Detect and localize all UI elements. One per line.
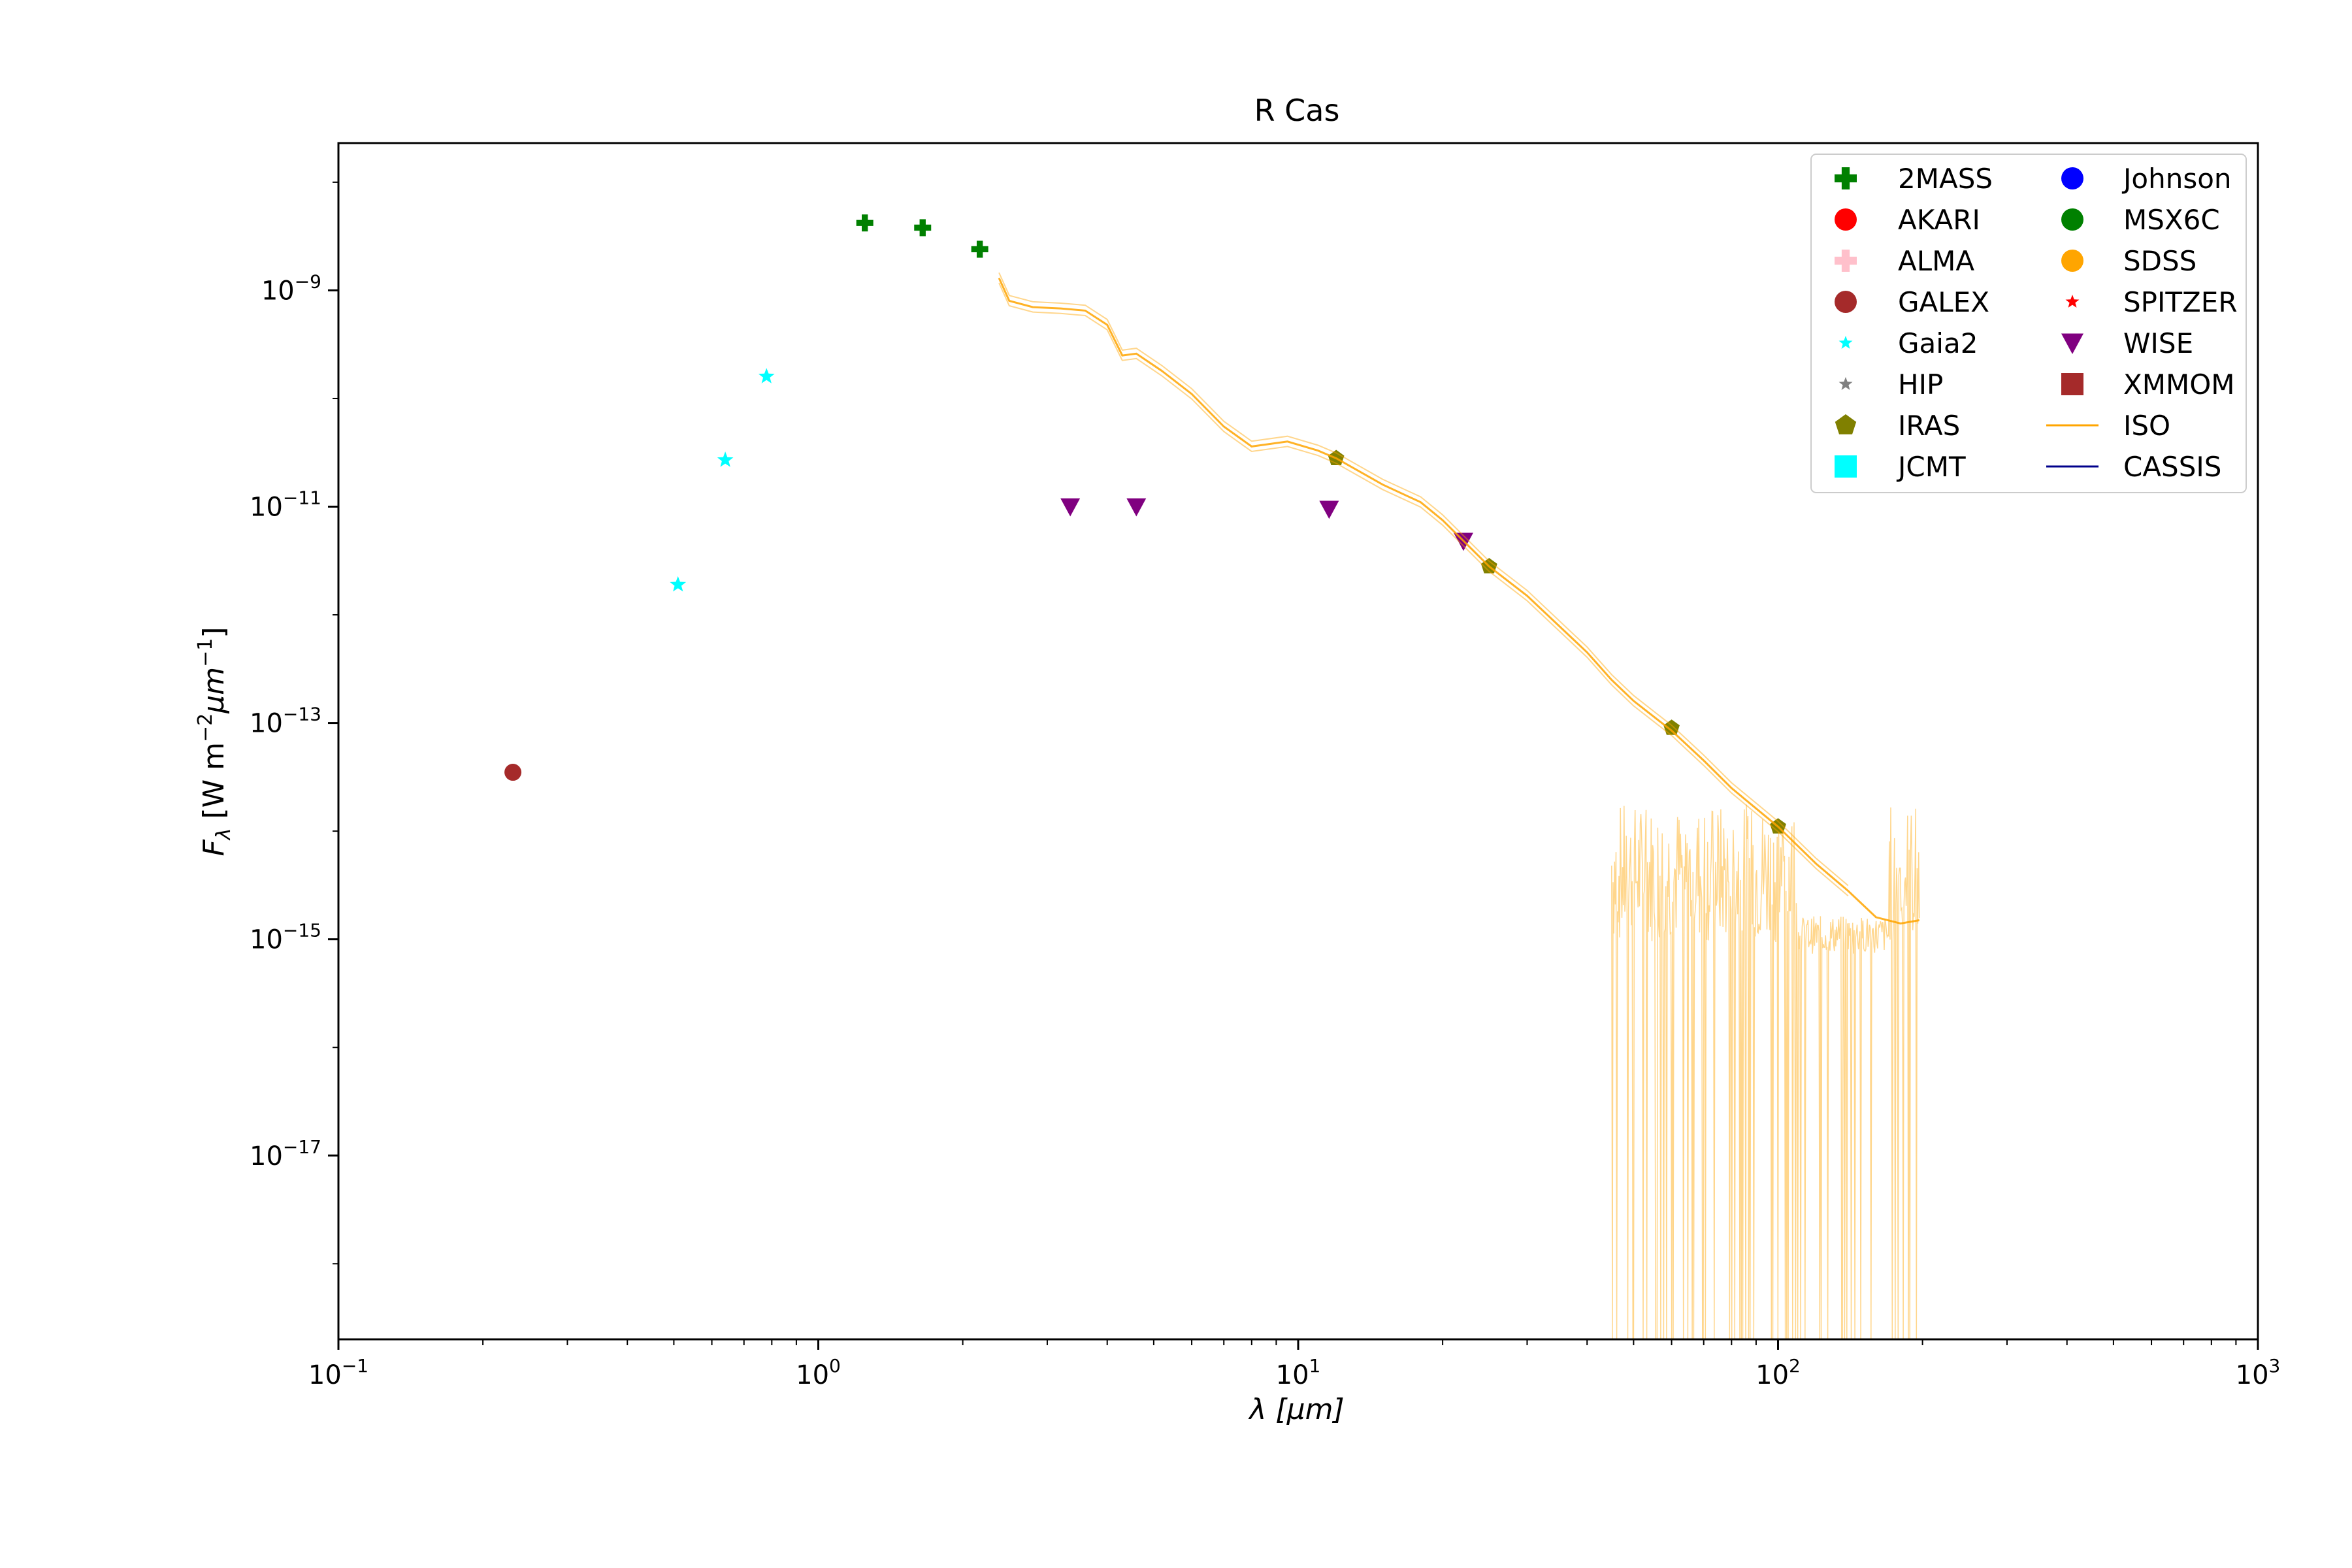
legend-item-2mass: 2MASS: [1835, 163, 1993, 195]
chart-title: R Cas: [1254, 93, 1340, 128]
legend-label: 2MASS: [1898, 163, 1993, 195]
x-tick-label: 102: [1756, 1355, 1801, 1390]
2mass-point: [856, 214, 874, 232]
legend-item-iras: IRAS: [1835, 410, 1960, 442]
legend-item-akari: AKARI: [1835, 204, 1980, 236]
legend-label: IRAS: [1898, 410, 1960, 442]
legend-item-alma: ALMA: [1835, 245, 1974, 277]
legend-item-sdss: SDSS: [2061, 245, 2197, 277]
wise-point: [1060, 498, 1081, 517]
legend-marker-2mass: [1835, 167, 1857, 189]
legend-marker-sdss: [2061, 250, 2083, 272]
iso-spectrum-line-offset-1: [998, 282, 1849, 896]
x-axis-label: λ [μm]: [1248, 1393, 1344, 1426]
legend-label: ISO: [2123, 410, 2170, 442]
y-axis-label: Fλ [W m−2μm−1]: [194, 627, 235, 856]
y-tick-label: 10−15: [250, 920, 321, 955]
legend-label: MSX6C: [2123, 204, 2220, 236]
legend-label: SPITZER: [2123, 286, 2238, 318]
iso-spectrum-noise: [1611, 804, 1920, 1340]
legend-label: Gaia2: [1898, 327, 1978, 359]
legend-item-spitzer: SPITZER: [2065, 286, 2238, 318]
legend-marker-galex: [1835, 291, 1857, 313]
legend-marker-wise: [2061, 333, 2083, 354]
legend-marker-xmmom: [2061, 373, 2083, 395]
legend-item-galex: GALEX: [1835, 286, 1989, 318]
x-tick-label: 101: [1276, 1355, 1321, 1390]
y-tick-label: 10−11: [250, 487, 321, 523]
legend-frame: [1810, 154, 2247, 493]
legend-item-johnson: Johnson: [2061, 163, 2232, 195]
iso-spectrum-line-offset-0: [998, 272, 1849, 887]
gaia2-point: [717, 451, 734, 467]
legend-marker-iras: [1835, 414, 1857, 434]
legend-marker-akari: [1835, 208, 1857, 231]
legend-item-msx6c: MSX6C: [2061, 204, 2220, 236]
legend-item-wise: WISE: [2061, 327, 2193, 359]
legend-label: JCMT: [1896, 451, 1966, 483]
wise-point: [1126, 498, 1147, 517]
galex-point: [504, 764, 522, 781]
legend-marker-johnson: [2061, 167, 2083, 189]
iso-spectrum-line: [998, 277, 1920, 925]
legend-item-xmmom: XMMOM: [2061, 368, 2235, 400]
legend-marker-hip: [1838, 377, 1853, 390]
y-tick-label: 10−13: [250, 704, 321, 739]
legend-label: CASSIS: [2123, 451, 2221, 483]
x-tick-label: 100: [796, 1355, 841, 1390]
legend-label: AKARI: [1898, 204, 1980, 236]
legend-label: WISE: [2123, 327, 2193, 359]
legend: 2MASS AKARI ALMA GALEX Gaia2 HIP IRAS JCMT Johns…: [1810, 154, 2247, 493]
legend-label: ALMA: [1898, 245, 1974, 277]
iras-point: [1663, 719, 1680, 735]
legend-marker-jcmt: [1835, 455, 1857, 478]
y-tick-label: 10−17: [250, 1136, 321, 1171]
legend-label: XMMOM: [2123, 368, 2235, 400]
legend-marker-alma: [1835, 250, 1857, 272]
legend-item-hip: HIP: [1838, 368, 1943, 400]
y-tick-label: 10−9: [261, 270, 321, 306]
legend-marker-msx6c: [2061, 208, 2083, 231]
2mass-point: [914, 219, 932, 237]
legend-item-gaia2: Gaia2: [1838, 327, 1978, 359]
legend-label: SDSS: [2123, 245, 2197, 277]
x-tick-label: 10−1: [308, 1355, 368, 1390]
plot-area: [504, 214, 1920, 1340]
legend-item-cassis: CASSIS: [2046, 451, 2221, 483]
y-axis: 10−9 10−11 10−13 10−15 10−17: [250, 181, 338, 1265]
x-tick-label: 103: [2236, 1355, 2281, 1390]
gaia2-point: [758, 368, 775, 384]
wise-point: [1319, 500, 1339, 519]
legend-item-iso: ISO: [2046, 410, 2170, 442]
legend-marker-spitzer: [2065, 295, 2080, 308]
legend-label: HIP: [1898, 368, 1943, 400]
x-axis: 10−1 100 101 102 103: [308, 1339, 2280, 1390]
2mass-point: [971, 240, 988, 258]
legend-label: Johnson: [2121, 163, 2232, 195]
gaia2-point: [670, 576, 687, 592]
legend-item-jcmt: JCMT: [1835, 451, 1966, 483]
legend-marker-gaia2: [1838, 336, 1853, 349]
legend-label: GALEX: [1898, 286, 1989, 318]
